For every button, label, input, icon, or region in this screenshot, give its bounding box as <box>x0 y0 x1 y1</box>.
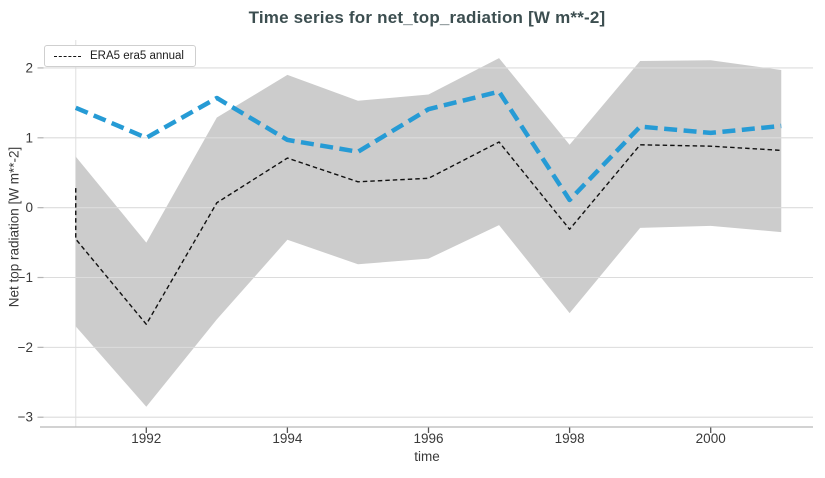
uncertainty-band <box>75 58 782 407</box>
series-line-era5-era5-annual <box>75 141 782 326</box>
x-axis-label: time <box>414 449 440 464</box>
chart-title: Time series for net_top_radiation [W m**… <box>248 8 606 27</box>
y-tick-label: −1 <box>18 270 33 285</box>
x-tick-label: 2000 <box>696 431 726 446</box>
x-tick-label: 1992 <box>131 431 161 446</box>
legend-item-label: ERA5 era5 annual <box>90 50 184 62</box>
x-tick-label: 1994 <box>272 431 303 446</box>
y-tick-label: 1 <box>25 130 33 145</box>
legend-dashed-line-sample <box>54 55 81 57</box>
y-axis-label: Net top radiation [W m**-2] <box>6 146 22 308</box>
y-tick-label: −2 <box>18 340 33 355</box>
y-tick-label: 2 <box>25 60 33 75</box>
y-tick-label: 0 <box>25 200 33 215</box>
series-line-blue-dashed-series <box>74 89 782 203</box>
x-tick-label: 1996 <box>413 431 443 446</box>
legend: ERA5 era5 annual <box>44 45 196 67</box>
y-tick-label: −3 <box>18 410 33 425</box>
x-tick-label: 1998 <box>555 431 585 446</box>
